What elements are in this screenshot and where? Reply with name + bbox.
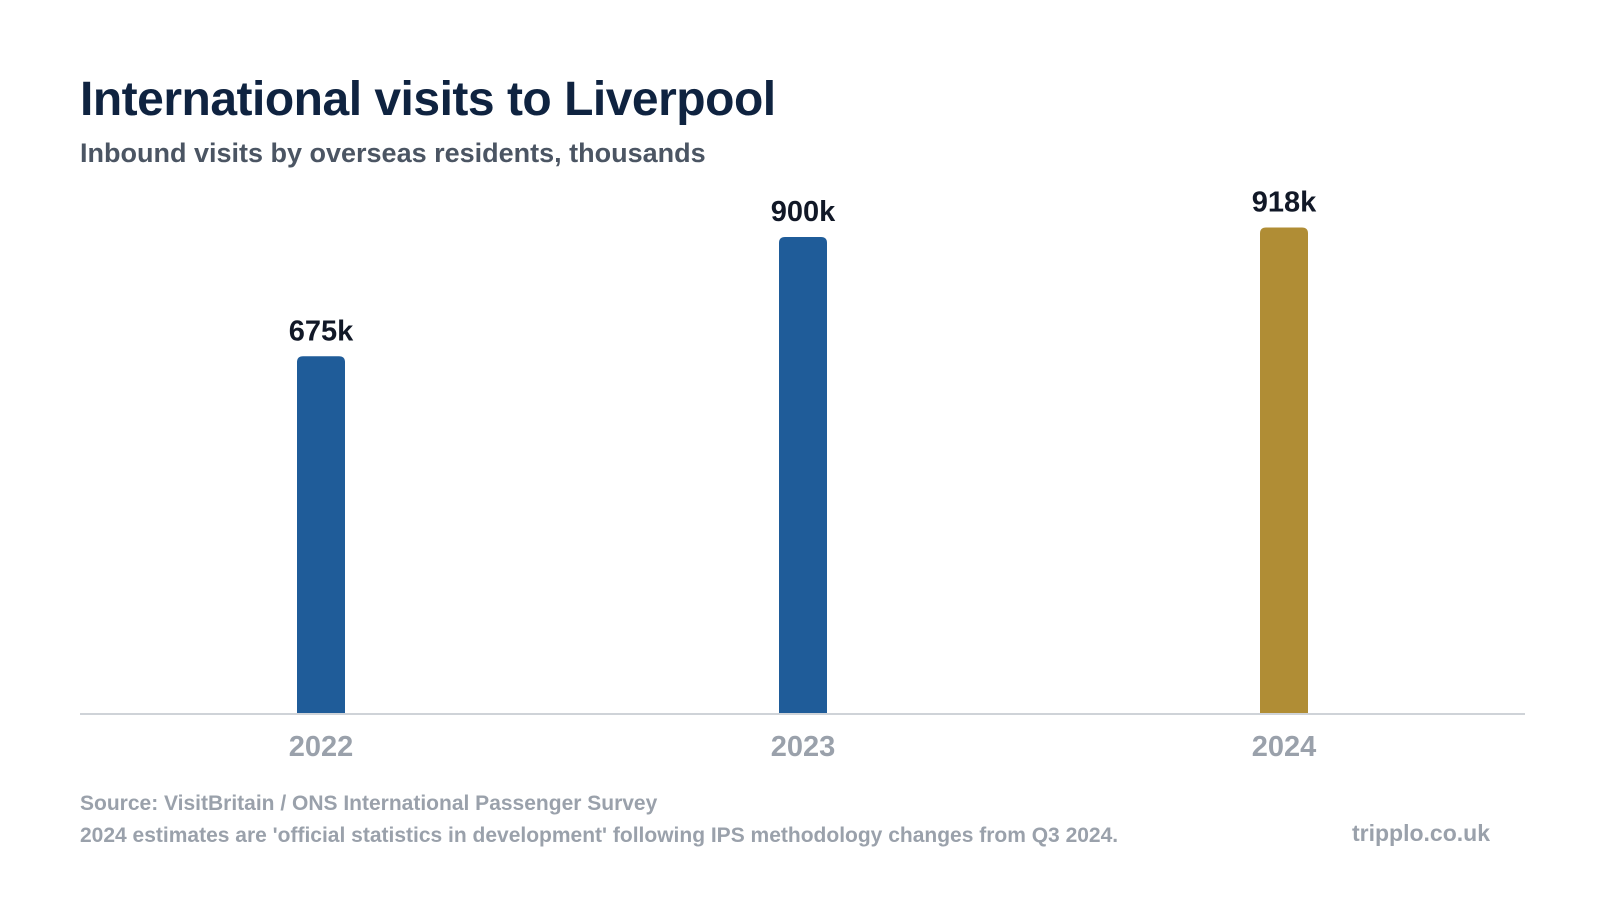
data-label-2022: 675k: [289, 315, 354, 347]
data-label-2024: 918k: [1252, 186, 1317, 218]
x-tick-label-2022: 2022: [289, 731, 354, 763]
x-tick-label-2023: 2023: [771, 731, 836, 763]
data-label-2023: 900k: [771, 196, 836, 228]
brand-link[interactable]: tripplo.co.uk: [1352, 820, 1490, 846]
chart-title: International visits to Liverpool: [80, 73, 776, 126]
labels-layer: 675k 2022 900k 2023 918k 2024: [289, 186, 1317, 763]
bar-2024: [1260, 227, 1308, 714]
source-line: Source: VisitBritain / ONS International…: [80, 792, 658, 815]
x-tick-label-2024: 2024: [1252, 731, 1317, 763]
source-notes: Source: VisitBritain / ONS International…: [80, 788, 1118, 852]
methodology-note: 2024 estimates are 'official statistics …: [80, 824, 1119, 847]
bars-layer: [297, 227, 1308, 714]
bar-2023: [779, 237, 827, 714]
bar-2022: [297, 356, 345, 714]
chart-subtitle: Inbound visits by overseas residents, th…: [80, 138, 706, 168]
